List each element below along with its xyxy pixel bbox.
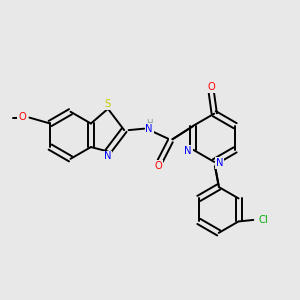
Text: N: N bbox=[184, 146, 192, 156]
Text: O: O bbox=[155, 161, 163, 171]
Text: N: N bbox=[103, 152, 111, 161]
Text: Cl: Cl bbox=[258, 215, 268, 225]
Text: O: O bbox=[208, 82, 215, 92]
Text: N: N bbox=[146, 124, 153, 134]
Text: N: N bbox=[216, 158, 223, 168]
Text: O: O bbox=[18, 112, 26, 122]
Text: H: H bbox=[146, 119, 152, 128]
Text: S: S bbox=[105, 99, 111, 109]
